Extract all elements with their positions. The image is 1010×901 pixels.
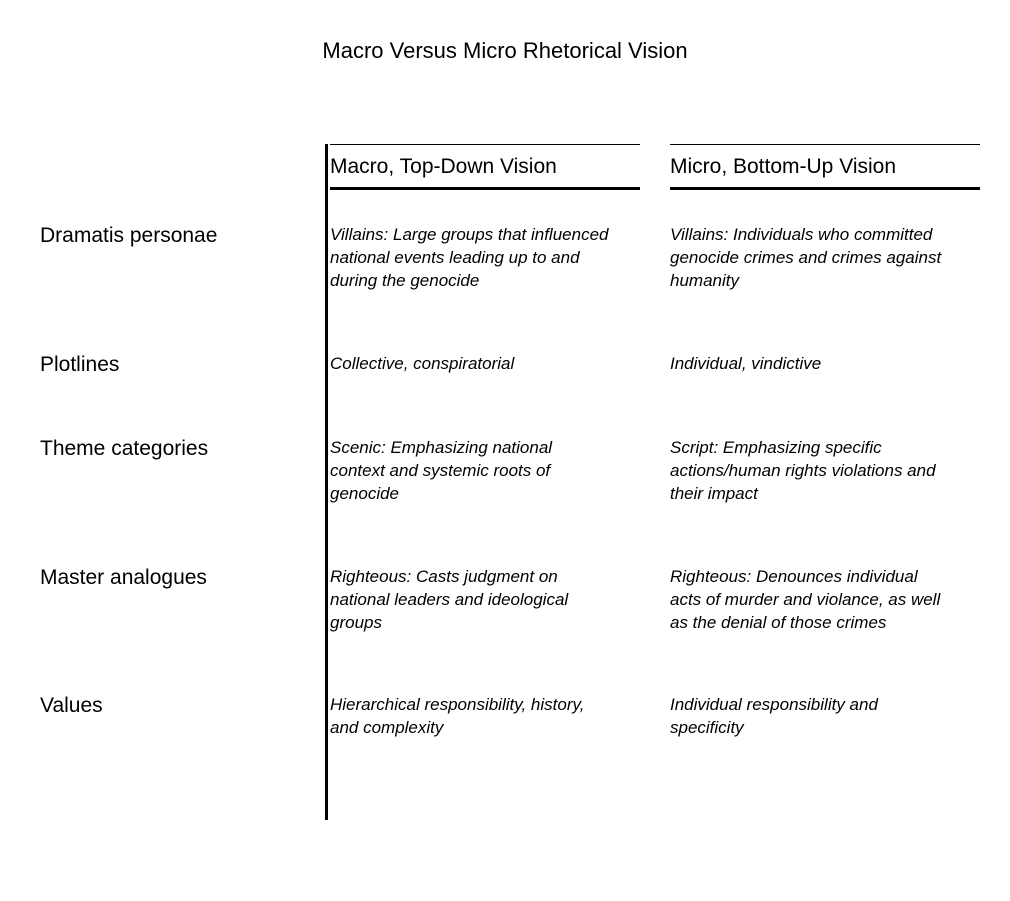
cell-micro: Righteous: Denounces individual acts of … xyxy=(670,548,980,677)
column-header-macro: Macro, Top-Down Vision xyxy=(330,144,640,190)
row-label: Dramatis personae xyxy=(40,206,300,335)
cell-macro: Collective, conspiratorial xyxy=(330,335,640,419)
page-title: Macro Versus Micro Rhetorical Vision xyxy=(0,38,1010,64)
column-header-macro-cell: Macro, Top-Down Vision xyxy=(330,144,640,206)
cell-macro: Righteous: Casts judgment on national le… xyxy=(330,548,640,677)
cell-macro: Hierarchical responsibility, history, an… xyxy=(330,676,640,800)
cell-macro: Villains: Large groups that influenced n… xyxy=(330,206,640,335)
cell-micro: Individual, vindictive xyxy=(670,335,980,419)
row-label: Values xyxy=(40,676,300,800)
column-header-micro-cell: Micro, Bottom-Up Vision xyxy=(670,144,980,206)
cell-micro: Script: Emphasizing specific actions/hum… xyxy=(670,419,980,548)
row-label: Master analogues xyxy=(40,548,300,677)
row-label: Theme categories xyxy=(40,419,300,548)
row-label: Plotlines xyxy=(40,335,300,419)
header-spacer xyxy=(40,144,300,206)
column-header-micro: Micro, Bottom-Up Vision xyxy=(670,144,980,190)
vertical-rule xyxy=(325,144,328,820)
page: Macro Versus Micro Rhetorical Vision Mac… xyxy=(0,0,1010,901)
cell-micro: Villains: Individuals who committed geno… xyxy=(670,206,980,335)
cell-micro: Individual responsibility and specificit… xyxy=(670,676,980,800)
cell-macro: Scenic: Emphasizing national context and… xyxy=(330,419,640,548)
comparison-table: Macro, Top-Down Vision Micro, Bottom-Up … xyxy=(40,144,1010,800)
